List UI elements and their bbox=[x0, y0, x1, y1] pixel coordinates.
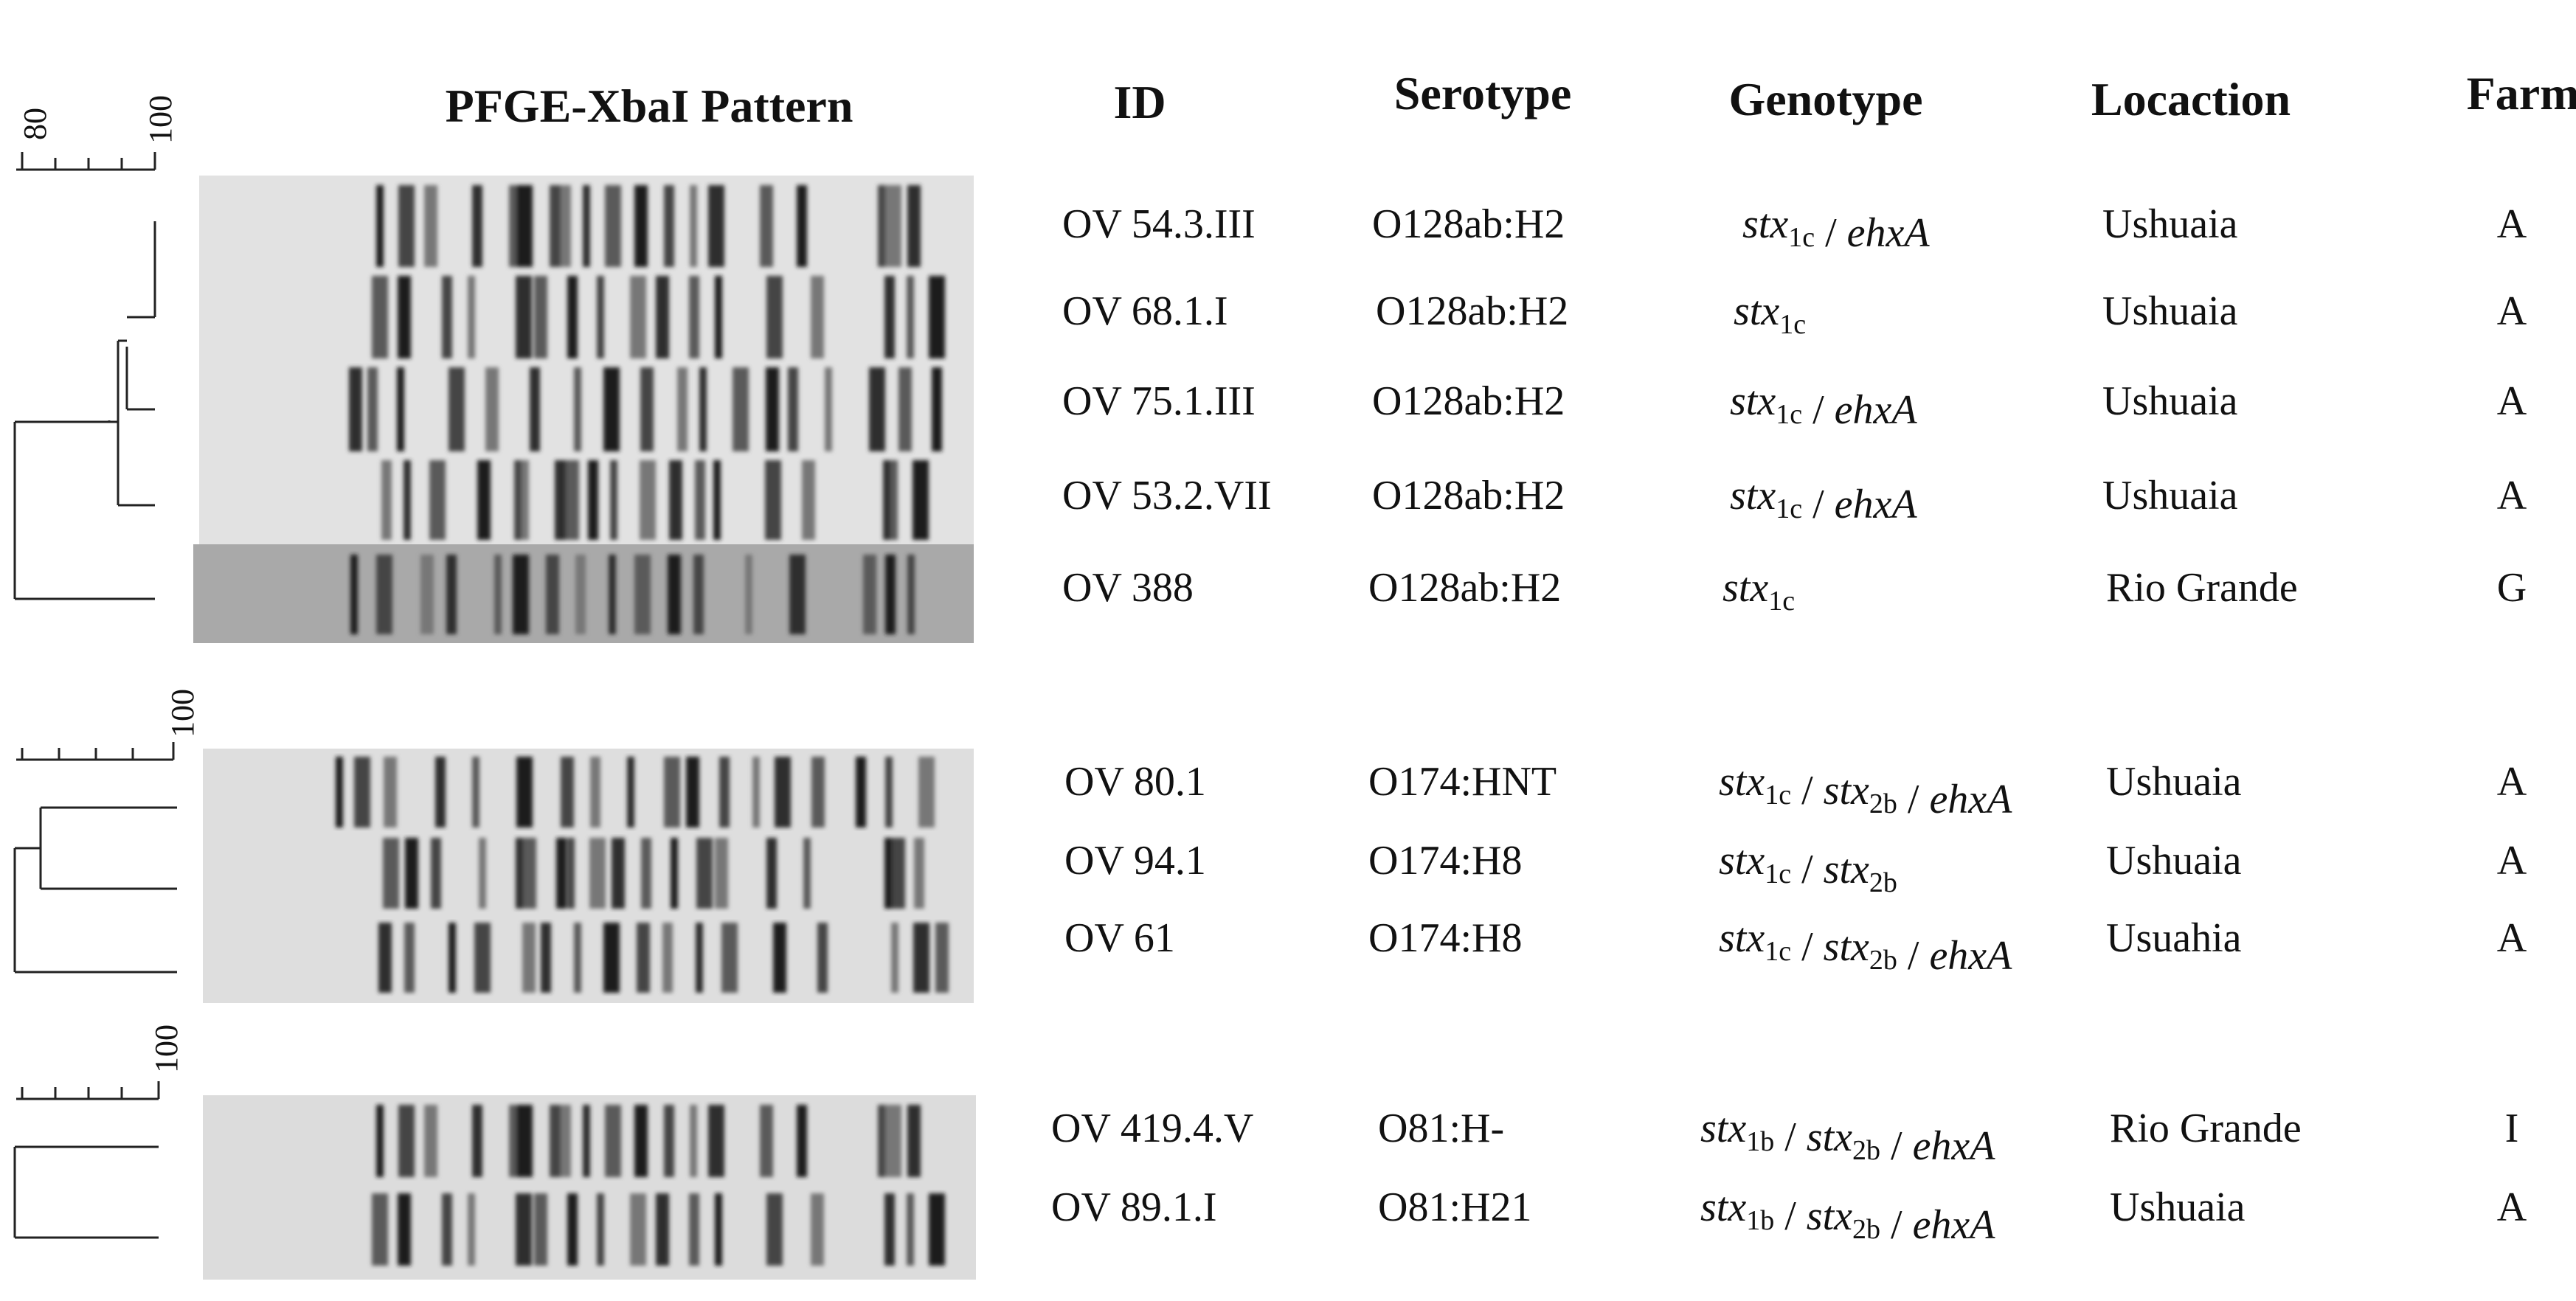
genotype: stx1c / ehxA bbox=[1742, 201, 1930, 256]
serotype: O128ab:H2 bbox=[1376, 288, 1568, 334]
gel-lane bbox=[376, 185, 921, 267]
table-row: OV 68.1.I O128ab:H2 stx1c Ushuaia A bbox=[1062, 288, 2527, 340]
location: Ushuaia bbox=[2102, 201, 2238, 247]
gel-lane bbox=[372, 1193, 945, 1266]
table-row: OV 419.4.V O81:H-stx1b / stx2b / ehxA Rio … bbox=[1051, 1106, 2518, 1169]
serotype: O128ab:H2 bbox=[1368, 565, 1561, 611]
isolate-id: OV 75.1.III bbox=[1062, 378, 1256, 424]
gel-panel bbox=[199, 176, 974, 544]
location: Rio Grande bbox=[2110, 1106, 2302, 1151]
table-row: OV 53.2.VII O128ab:H2 stx1c / ehxA Ushuaia A bbox=[1062, 473, 2527, 527]
table-row: OV 54.3.III O128ab:H2 stx1c / ehxA Ushuaia A bbox=[1062, 201, 2527, 256]
serotype: O128ab:H2 bbox=[1372, 378, 1565, 424]
similarity-scale-3: 100 bbox=[16, 1024, 184, 1100]
gel-lane bbox=[349, 367, 942, 451]
header-serotype: Serotype bbox=[1394, 67, 1572, 119]
header-location: Locaction bbox=[2091, 73, 2291, 125]
header-pattern: PFGE-XbaI Pattern bbox=[446, 80, 854, 132]
isolate-id: OV 80.1 bbox=[1064, 759, 1206, 805]
serotype: O128ab:H2 bbox=[1372, 473, 1565, 518]
scale-3-label-100: 100 bbox=[148, 1024, 184, 1073]
scale-1-label-80: 80 bbox=[17, 108, 53, 140]
serotype: O174:HNT bbox=[1368, 759, 1557, 805]
similarity-scale-2: 100 bbox=[16, 689, 201, 761]
location: Ushuaia bbox=[2110, 1184, 2246, 1230]
gel-lane bbox=[372, 276, 945, 358]
farm: A bbox=[2497, 288, 2527, 334]
gel-lane bbox=[336, 757, 935, 828]
table-row: OV 94.1 O174:H8 stx1c / stx2b Ushuaia A bbox=[1064, 838, 2527, 898]
genotype: stx1c / stx2b bbox=[1719, 838, 1897, 898]
serotype: O174:H8 bbox=[1368, 915, 1522, 961]
gel-panel bbox=[203, 1095, 976, 1280]
farm: A bbox=[2497, 378, 2527, 424]
farm: A bbox=[2497, 201, 2527, 247]
genotype: stx1b / stx2b / ehxA bbox=[1700, 1106, 1995, 1169]
scale-1-label-100: 100 bbox=[142, 95, 179, 144]
location: Ushuaia bbox=[2102, 473, 2238, 518]
gel-panel bbox=[203, 749, 974, 1003]
gel-lane bbox=[350, 555, 915, 634]
location: Usuahia bbox=[2106, 915, 2242, 961]
table-row: OV 80.1 O174:HNT stx1c / stx2b / ehxA Ushua… bbox=[1064, 759, 2527, 822]
scale-2-label-100: 100 bbox=[165, 689, 201, 738]
isolate-id: OV 54.3.III bbox=[1062, 201, 1256, 247]
gel-lane bbox=[378, 923, 949, 993]
table-row: OV 61 O174:H8 stx1c / stx2b / ehxA Usuahia A bbox=[1064, 915, 2527, 979]
table-row: OV 388 O128ab:H2 stx1c Rio Grande G bbox=[1062, 565, 2527, 617]
dendrogram-group-2 bbox=[13, 806, 177, 974]
genotype: stx1c bbox=[1722, 565, 1795, 617]
farm: I bbox=[2505, 1106, 2519, 1151]
farm: A bbox=[2497, 759, 2527, 805]
farm: G bbox=[2497, 565, 2527, 611]
gel-lane bbox=[376, 1105, 921, 1177]
gel-lane bbox=[383, 838, 924, 909]
genotype: stx1c / stx2b / ehxA bbox=[1719, 759, 2012, 822]
genotype: stx1b / stx2b / ehxA bbox=[1700, 1184, 1995, 1248]
dendrogram-group-1 bbox=[13, 221, 156, 600]
location: Ushuaia bbox=[2106, 759, 2242, 805]
isolate-id: OV 419.4.V bbox=[1051, 1106, 1253, 1151]
gel-panel bbox=[193, 544, 974, 643]
serotype: O174:H8 bbox=[1368, 838, 1522, 884]
farm: A bbox=[2497, 915, 2527, 961]
header-id: ID bbox=[1113, 76, 1166, 128]
similarity-scale-1: 80 100 bbox=[16, 95, 179, 171]
genotype: stx1c bbox=[1734, 288, 1806, 340]
table-row: OV 75.1.III O128ab:H2 stx1c / ehxA Ushuaia A bbox=[1062, 378, 2527, 433]
location: Ushuaia bbox=[2106, 838, 2242, 884]
serotype: O128ab:H2 bbox=[1372, 201, 1565, 247]
farm: A bbox=[2497, 1184, 2527, 1230]
table-row: OV 89.1.I O81:H21 stx1b / stx2b / ehxA Ushu… bbox=[1051, 1184, 2527, 1248]
isolate-id: OV 89.1.I bbox=[1051, 1184, 1217, 1230]
header-farm: Farm bbox=[2467, 67, 2576, 119]
gel-lane bbox=[381, 460, 929, 540]
header-genotype: Genotype bbox=[1728, 73, 1922, 125]
location: Rio Grande bbox=[2106, 565, 2298, 611]
farm: A bbox=[2497, 838, 2527, 884]
location: Ushuaia bbox=[2102, 378, 2238, 424]
isolate-id: OV 61 bbox=[1064, 915, 1175, 961]
isolate-table: OV 54.3.III O128ab:H2 stx1c / ehxA Ushuaia A… bbox=[1051, 201, 2527, 1248]
genotype: stx1c / stx2b / ehxA bbox=[1719, 915, 2012, 979]
isolate-id: OV 68.1.I bbox=[1062, 288, 1228, 334]
genotype: stx1c / ehxA bbox=[1730, 378, 1917, 433]
isolate-id: OV 53.2.VII bbox=[1062, 473, 1272, 518]
serotype: O81:H- bbox=[1378, 1106, 1504, 1151]
location: Ushuaia bbox=[2102, 288, 2238, 334]
isolate-id: OV 94.1 bbox=[1064, 838, 1206, 884]
serotype: O81:H21 bbox=[1378, 1184, 1531, 1230]
isolate-id: OV 388 bbox=[1062, 565, 1194, 611]
farm: A bbox=[2497, 473, 2527, 518]
genotype: stx1c / ehxA bbox=[1730, 473, 1917, 527]
pfge-gel-images bbox=[193, 176, 976, 1280]
dendrogram-group-3 bbox=[13, 1145, 159, 1239]
